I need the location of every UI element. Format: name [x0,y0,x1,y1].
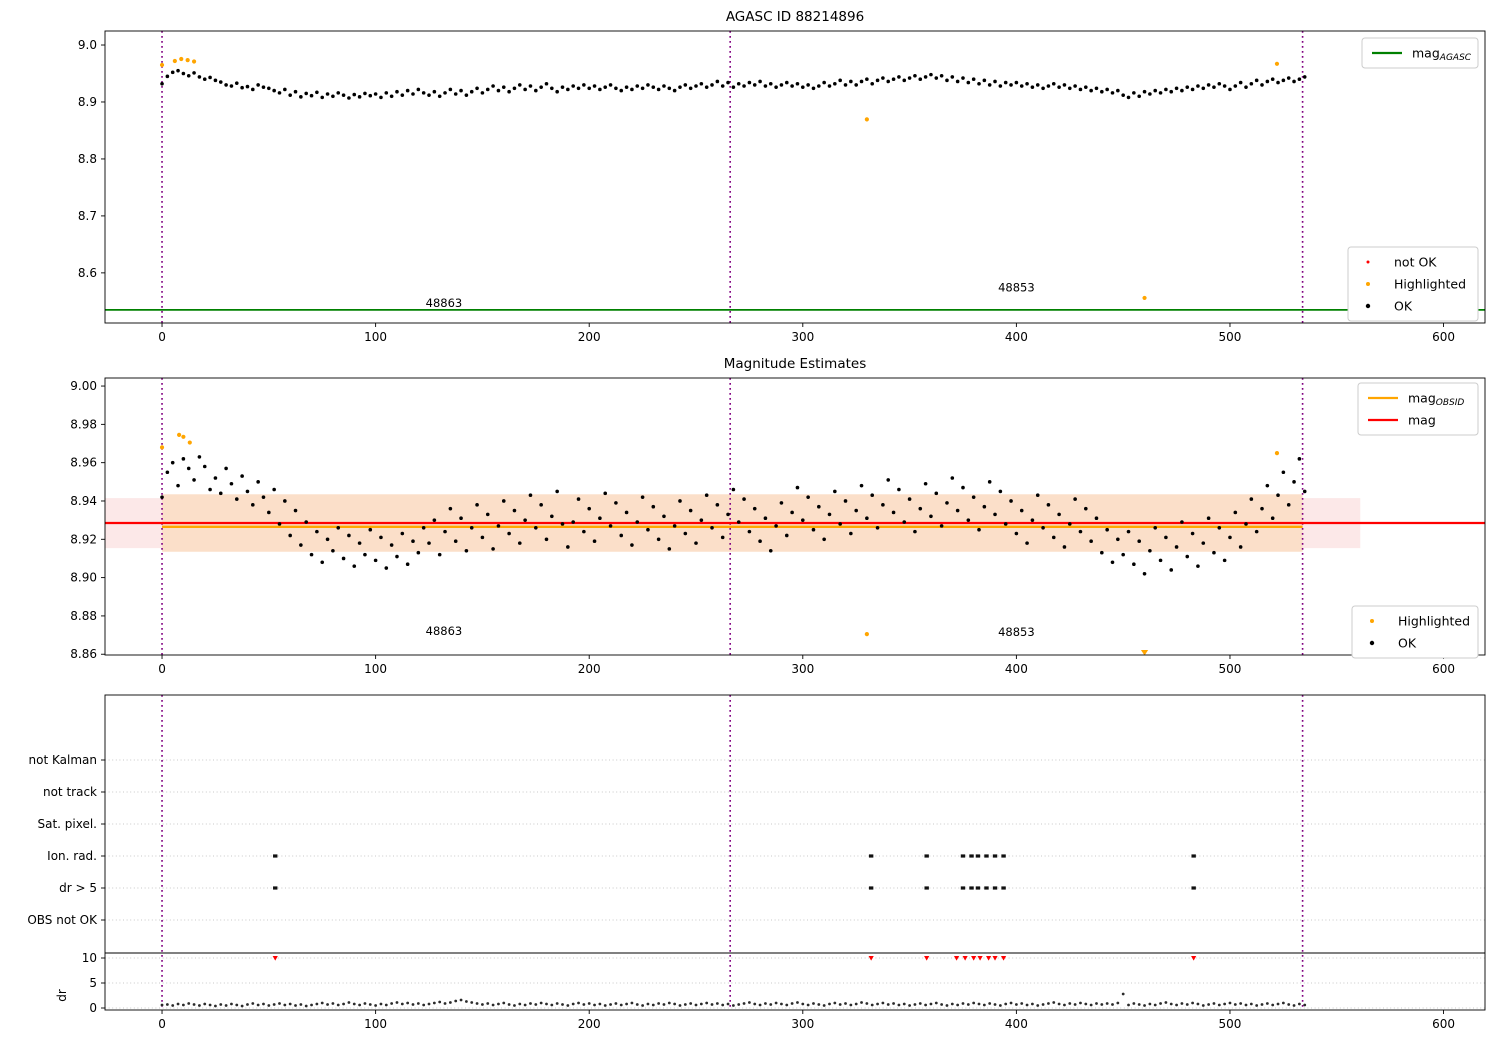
agasc-line-legend-box [1361,37,1479,69]
legend-label: OK [1394,299,1413,314]
legend-dot-sample [1366,260,1370,264]
flag-row-labels: not Kalman not track Sat. pixel. Ion. rad. d… [27,753,105,927]
agasc-plot-highlighted-points [159,56,1280,301]
x-tick-label: 0 [158,662,166,676]
magnitude-points-legend-box [1351,605,1479,659]
agasc-line-legend: magAGASC [1361,37,1479,69]
y-tick-label: 8.9 [78,95,97,109]
y-tick-label: 8.94 [70,494,97,508]
dr-axis-label: dr [55,989,69,1002]
x-tick-label: 600 [1432,662,1455,676]
x-tick-label: 200 [578,662,601,676]
y-tick-label: 8.6 [78,266,97,280]
x-tick-label: 200 [578,1017,601,1031]
agasc-points-legend: not OK Highlighted OK [1347,246,1479,322]
legend-label: mag [1408,413,1436,428]
y-tick-label: 8.86 [70,647,97,661]
legend-dot-sample [1366,282,1370,286]
magnitude-lines-legend-box [1357,382,1479,436]
legend-dot-sample [1370,619,1374,623]
legend-label: OK [1398,636,1417,651]
magnitude-plot-highlighted-points [159,432,1280,656]
magnitude-plot-obsid-boundaries [161,378,1304,655]
flag-row-label: dr > 5 [59,881,97,895]
x-tick-label: 400 [1005,1017,1028,1031]
legend-label: Highlighted [1398,614,1470,629]
magnitude-plot-title: Magnitude Estimates [724,356,866,372]
x-tick-label: 0 [158,1017,166,1031]
magnitude-plot-x-ticks: 0 100 200 300 400 500 600 [158,655,1455,676]
x-tick-label: 300 [791,662,814,676]
y-tick-label: 8.88 [70,609,97,623]
legend-dot-sample [1365,303,1371,309]
flag-row-label: not Kalman [29,753,97,767]
agasc-plot-obsid-boundaries [161,31,1304,323]
x-tick-label: 100 [364,330,387,344]
x-tick-label: 300 [791,1017,814,1031]
dr-tick-label: 5 [89,976,97,990]
x-tick-label: 300 [791,330,814,344]
agasc-plot-x-ticks: 0 100 200 300 400 500 600 [158,323,1455,344]
x-tick-label: 100 [364,1017,387,1031]
dr-series-points [160,992,1307,1008]
x-tick-label: 100 [364,662,387,676]
obsid-annotation: 48863 [426,296,463,310]
y-tick-label: 8.98 [70,417,97,431]
obsid-annotation: 48853 [998,281,1035,295]
legend-label: Highlighted [1394,277,1466,292]
flag-row-label: OBS not OK [27,913,98,927]
magnitude-plot-ok-points [160,455,1307,576]
x-tick-label: 0 [158,330,166,344]
flag-row-label: Ion. rad. [47,849,97,863]
x-tick-label: 600 [1432,1017,1455,1031]
legend-label: not OK [1394,255,1437,270]
agasc-plot-title: AGASC ID 88214896 [726,9,864,25]
obsid-annotation: 48863 [426,624,463,638]
flag-row-label: not track [43,785,97,799]
dr-axis-ticks: 10 5 0 [82,951,105,1015]
agasc-plot-axes-frame [104,30,1486,324]
x-tick-label: 200 [578,330,601,344]
x-tick-label: 400 [1005,662,1028,676]
agasc-plot-ok-points [160,68,1307,100]
y-tick-label: 9.0 [78,38,97,52]
agasc-points-legend-box [1347,246,1479,322]
magnitude-plot-axes-frame [104,377,1486,656]
magnitude-points-legend: Highlighted OK [1351,605,1479,659]
flag-row-label: Sat. pixel. [37,817,97,831]
y-tick-label: 8.96 [70,456,97,470]
flags-plot-x-ticks: 0 100 200 300 400 500 600 [158,1010,1455,1031]
dr-tick-label: 0 [89,1001,97,1015]
obsid-annotation: 48853 [998,625,1035,639]
dr-clipped-markers [272,956,1197,961]
magnitude-plot-y-ticks: 9.00 8.98 8.96 8.94 8.92 8.90 8.88 8.86 [70,379,105,661]
dr-tick-label: 10 [82,951,97,965]
x-tick-label: 600 [1432,330,1455,344]
x-tick-label: 500 [1219,330,1242,344]
clipped-highlight-marker [1140,650,1149,656]
flag-hit-markers [273,854,1196,890]
agasc-plot-y-ticks: 9.0 8.9 8.8 8.7 8.6 [78,38,105,280]
y-tick-label: 8.92 [70,532,97,546]
y-tick-label: 8.90 [70,571,97,585]
flags-plot-axes-frame [104,694,1486,1011]
y-tick-label: 9.00 [70,379,97,393]
x-tick-label: 500 [1219,662,1242,676]
y-tick-label: 8.8 [78,152,97,166]
legend-dot-sample [1369,640,1375,646]
y-tick-label: 8.7 [78,209,97,223]
x-tick-label: 500 [1219,1017,1242,1031]
x-tick-label: 400 [1005,330,1028,344]
